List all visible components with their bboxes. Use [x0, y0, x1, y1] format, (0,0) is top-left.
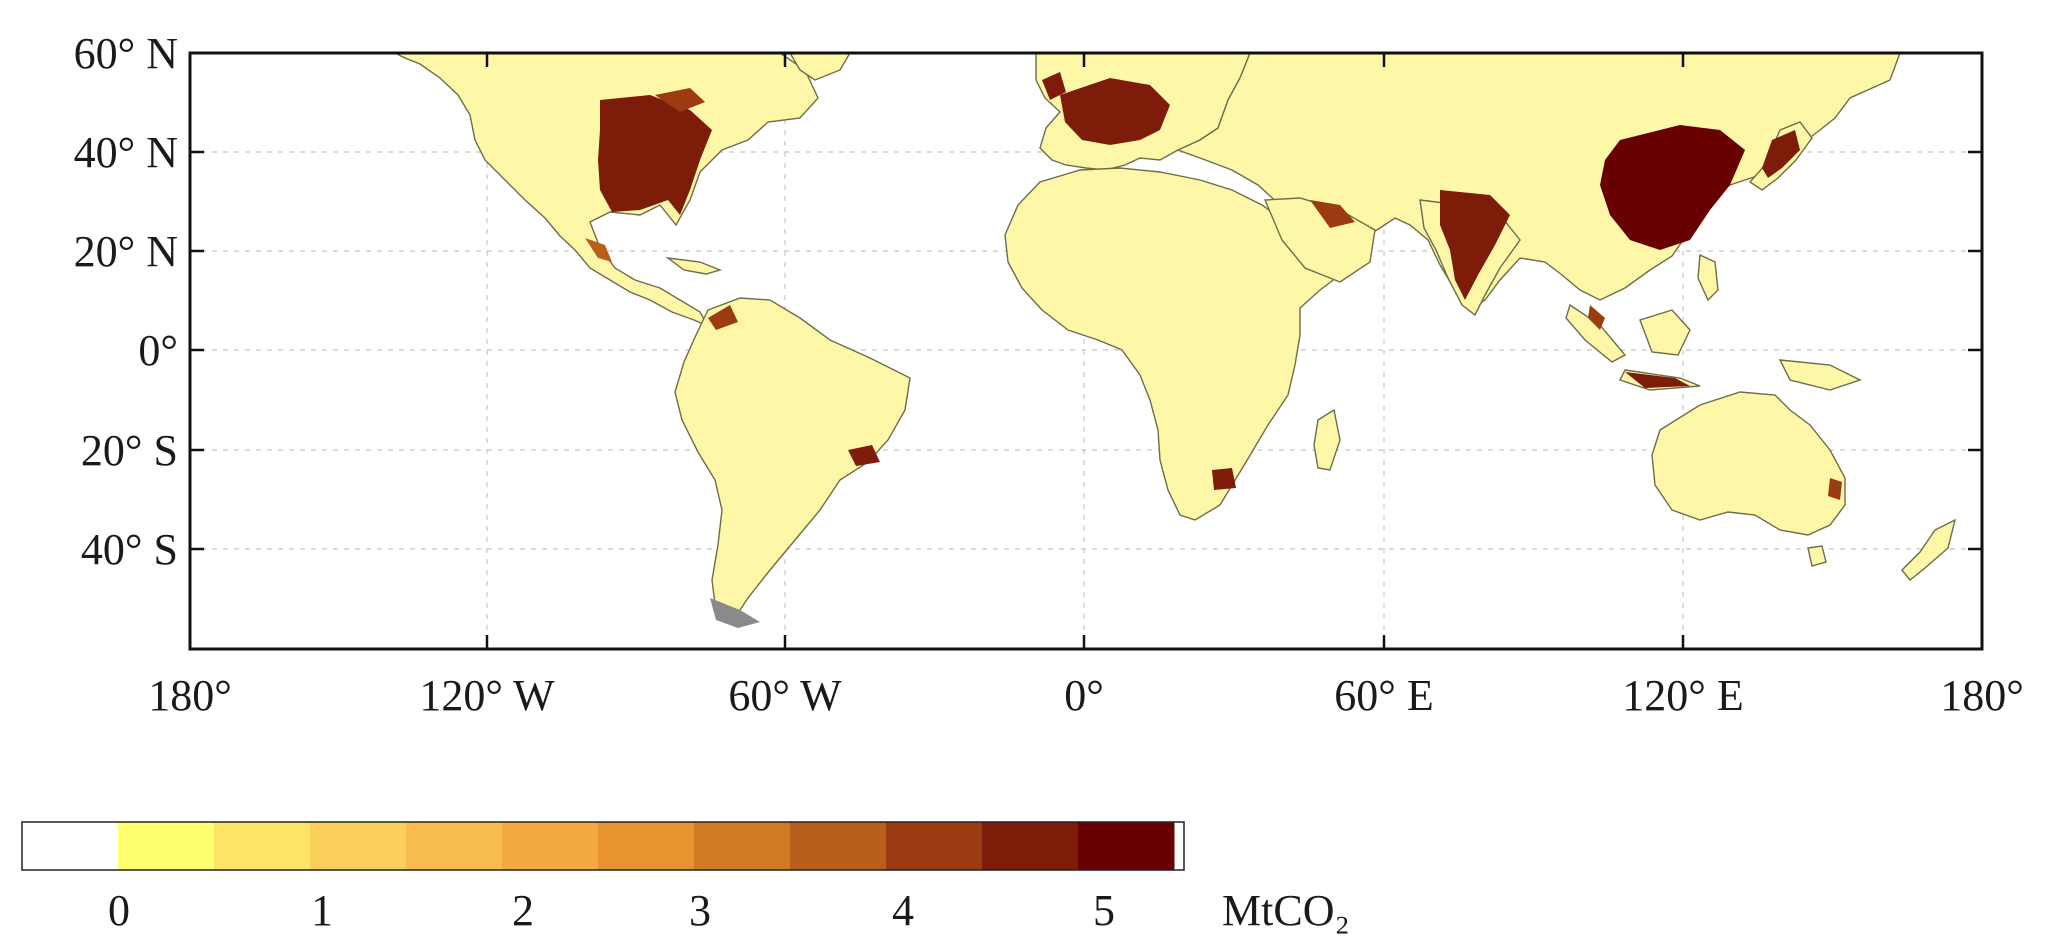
lat-label-0: 0° [138, 326, 178, 375]
hotspot-central-europe [1060, 78, 1170, 145]
lon-label-60w: 60° W [728, 671, 842, 720]
colorbar-swatch-5 [502, 822, 599, 870]
lat-label-60n: 60° N [74, 29, 178, 78]
lon-label-60e: 60° E [1334, 671, 1433, 720]
hotspot-east-china [1600, 125, 1745, 250]
land-borneo [1639, 309, 1691, 356]
colorbar-label-4: 4 [892, 886, 914, 935]
landmasses [394, 53, 1957, 628]
land-south-america [674, 297, 911, 623]
colorbar-swatch-1 [118, 822, 215, 870]
land-madagascar [1313, 408, 1341, 471]
colorbar-labels: 0 1 2 3 4 5 MtCO₂ [108, 886, 1350, 935]
hotspot-japan [1762, 130, 1800, 178]
colorbar-label-0: 0 [108, 886, 130, 935]
colorbar-swatch-9 [886, 822, 983, 870]
lon-label-120e: 120° E [1622, 671, 1743, 720]
land-new-zealand [1901, 518, 1957, 581]
lat-label-40n: 40° N [74, 128, 178, 177]
land-australia [1651, 391, 1846, 536]
land-tasmania [1807, 545, 1827, 567]
lon-labels: 180° 120° W 60° W 0° 60° E 120° E 180° [148, 671, 2024, 720]
lat-label-20s: 20° S [81, 426, 178, 475]
colorbar-label-3: 3 [689, 886, 711, 935]
hotspot-uk [1042, 72, 1066, 100]
lat-labels: 60° N 40° N 20° N 0° 20° S 40° S [74, 29, 178, 574]
hotspot-malaysia [1588, 305, 1605, 330]
hotspot-great-lakes [655, 88, 705, 112]
emission-hotspots [585, 72, 1842, 500]
hotspot-south-africa [1212, 468, 1236, 490]
land-greenland [789, 53, 851, 81]
colorbar-label-5: 5 [1093, 886, 1115, 935]
hotspot-gulf [1310, 200, 1355, 228]
hotspot-colombia [708, 305, 738, 330]
colorbar-frame [21, 821, 1185, 871]
colorbar-swatch-8 [790, 822, 887, 870]
land-philippines [1697, 253, 1719, 302]
hotspot-sao-paulo [848, 445, 880, 466]
lon-label-0: 0° [1064, 671, 1104, 720]
colorbar-swatch-7 [694, 822, 791, 870]
lat-label-40s: 40° S [81, 525, 178, 574]
hotspot-mexico [585, 238, 612, 262]
lon-label-120w: 120° W [419, 671, 555, 720]
colorbar-swatch-10 [982, 822, 1079, 870]
land-new-guinea [1778, 359, 1862, 391]
colorbar-unit: MtCO₂ [1222, 886, 1350, 935]
colorbar [22, 822, 1175, 870]
lon-label-180w: 180° [148, 671, 232, 720]
land-caribbean [665, 256, 723, 275]
hotspot-se-australia [1828, 478, 1842, 500]
land-tierra-del-fuego [710, 598, 760, 628]
lon-label-180e: 180° [1940, 671, 2024, 720]
colorbar-label-1: 1 [311, 886, 333, 935]
lat-label-20n: 20° N [74, 227, 178, 276]
colorbar-swatch-11 [1078, 822, 1175, 870]
colorbar-swatch-6 [598, 822, 695, 870]
colorbar-swatch-2 [214, 822, 311, 870]
hotspot-eastern-us [598, 95, 712, 215]
hotspot-java [1625, 372, 1690, 388]
colorbar-swatch-0 [22, 822, 119, 870]
hotspot-india [1440, 190, 1510, 300]
colorbar-swatch-4 [406, 822, 503, 870]
colorbar-swatch-3 [310, 822, 407, 870]
colorbar-label-2: 2 [512, 886, 534, 935]
axis-ticks [190, 51, 1982, 649]
